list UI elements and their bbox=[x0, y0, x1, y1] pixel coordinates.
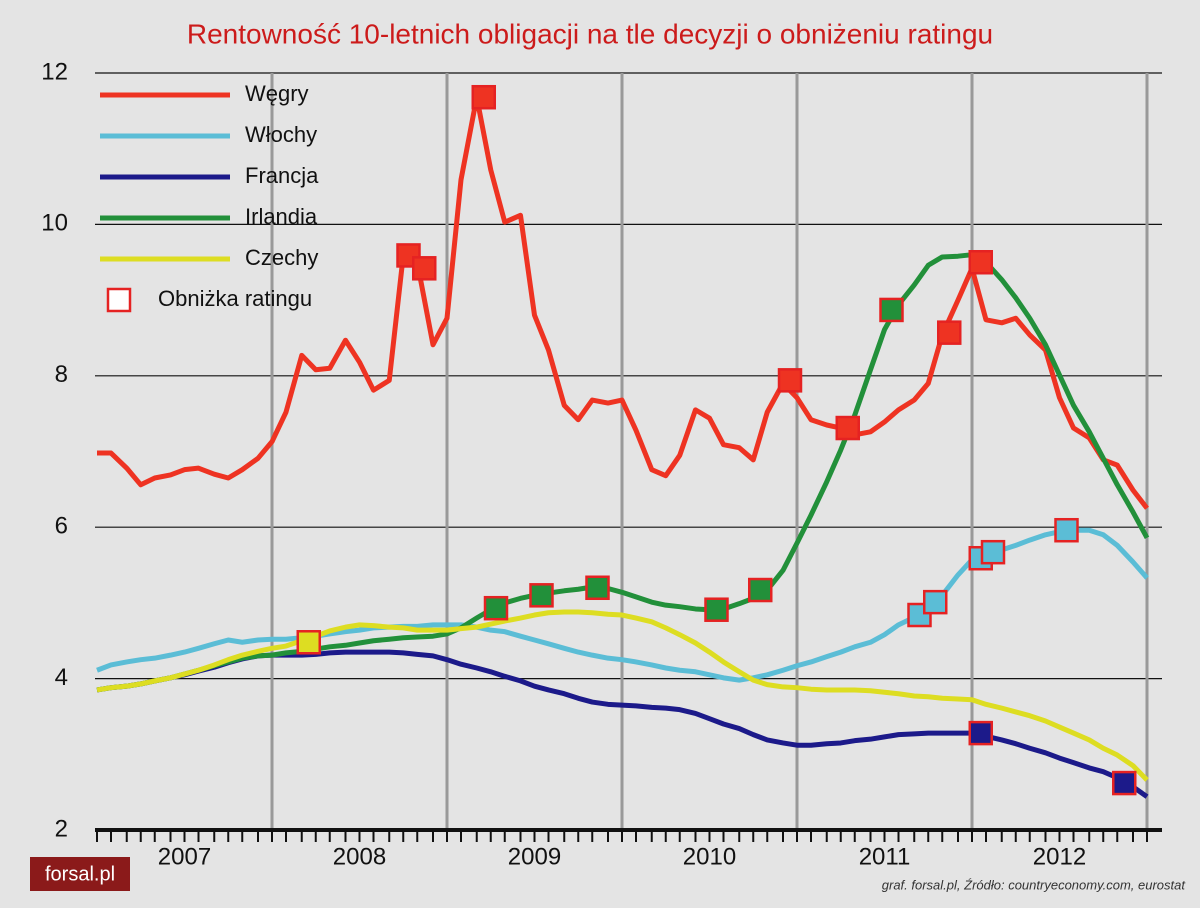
y-tick-label: 10 bbox=[41, 210, 68, 237]
x-tick-label: 2012 bbox=[1033, 843, 1086, 870]
rating-cut-marker bbox=[777, 368, 803, 393]
x-tick-label: 2007 bbox=[158, 843, 211, 870]
logo: forsal.pl bbox=[45, 863, 115, 885]
rating-cut-marker bbox=[1054, 517, 1079, 543]
rating-cut-marker bbox=[529, 583, 554, 608]
chart-title: Rentowność 10-letnich obligacji na tle d… bbox=[187, 18, 993, 49]
rating-cut-marker bbox=[483, 595, 509, 621]
rating-cut-marker bbox=[412, 256, 437, 281]
rating-cut-marker bbox=[704, 597, 729, 622]
legend-label: Włochy bbox=[245, 122, 317, 147]
x-tick-label: 2011 bbox=[859, 843, 911, 870]
rating-cut-marker bbox=[296, 630, 321, 655]
rating-cut-marker bbox=[923, 589, 948, 615]
y-tick-label: 4 bbox=[55, 664, 68, 691]
rating-cut-marker bbox=[937, 320, 962, 345]
series-line bbox=[96, 609, 1149, 782]
rating-cut-marker bbox=[980, 539, 1006, 565]
y-tick-label: 12 bbox=[41, 58, 68, 85]
legend-label: Irlandia bbox=[245, 204, 318, 229]
rating-cut-marker bbox=[748, 577, 773, 603]
legend-label: Węgry bbox=[245, 81, 309, 106]
x-tick-label: 2008 bbox=[333, 843, 386, 870]
rating-cut-marker bbox=[835, 415, 860, 441]
legend-label: Francja bbox=[245, 163, 319, 188]
rating-cut-marker bbox=[968, 720, 993, 746]
logo-box bbox=[30, 857, 130, 891]
y-tick-label: 2 bbox=[55, 815, 68, 842]
y-tick-label: 8 bbox=[55, 361, 68, 388]
x-tick-label: 2010 bbox=[683, 843, 736, 870]
legend-label: Czechy bbox=[245, 245, 318, 270]
rating-cut-marker bbox=[968, 250, 993, 275]
rating-cut-marker bbox=[1112, 770, 1137, 796]
legend-marker bbox=[106, 287, 132, 313]
x-tick-label: 2009 bbox=[508, 843, 561, 870]
rating-cut-marker bbox=[471, 84, 496, 110]
source-note: graf. forsal.pl, Źródło: countryeconomy.… bbox=[882, 877, 1187, 892]
rating-cut-marker bbox=[585, 575, 610, 601]
legend-label: Obniżka ratingu bbox=[158, 286, 312, 311]
y-tick-label: 6 bbox=[55, 513, 68, 540]
rating-cut-marker bbox=[879, 297, 904, 323]
